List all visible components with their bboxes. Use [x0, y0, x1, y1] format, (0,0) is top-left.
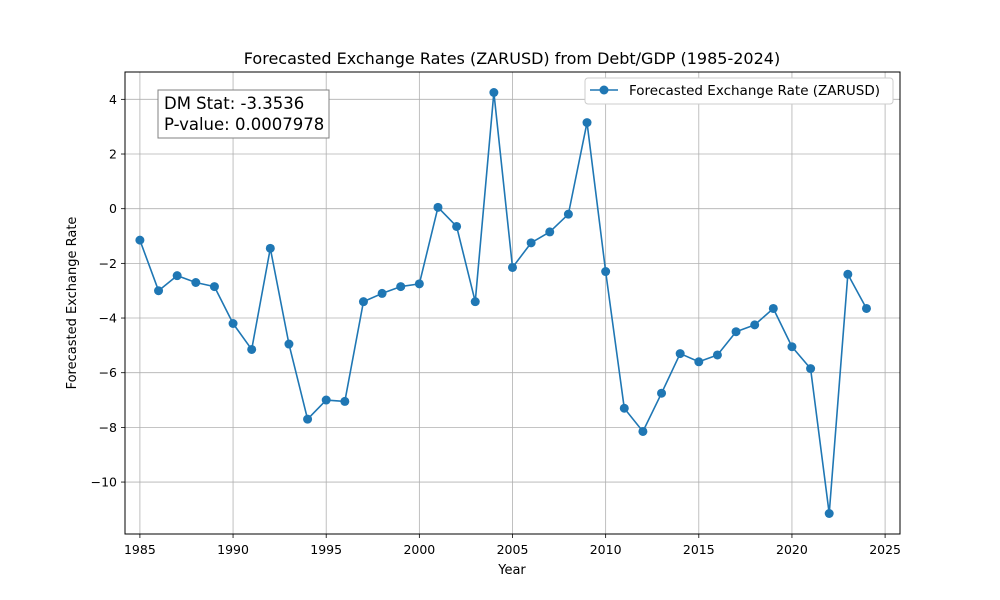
data-point-2017 [731, 327, 741, 337]
data-point-1997 [358, 297, 368, 307]
x-tick-label: 2005 [497, 542, 529, 557]
data-point-2016 [712, 350, 722, 360]
data-point-2002 [452, 221, 462, 231]
data-point-1989 [209, 282, 219, 292]
data-point-1999 [396, 282, 406, 292]
x-tick-label: 2025 [869, 542, 901, 557]
data-point-2018 [750, 320, 760, 330]
y-tick-label: 2 [109, 147, 117, 162]
y-tick-label: −4 [99, 311, 117, 326]
data-point-2003 [470, 297, 480, 307]
data-point-1986 [154, 286, 164, 296]
x-tick-label: 1985 [124, 542, 156, 557]
dm-stat-text: DM Stat: -3.3536 [164, 94, 304, 113]
x-tick-label: 2000 [403, 542, 435, 557]
data-point-2020 [787, 342, 797, 352]
data-point-2011 [619, 403, 629, 413]
data-point-2022 [824, 508, 834, 518]
data-point-2013 [657, 388, 667, 398]
x-tick-label: 2015 [683, 542, 715, 557]
data-point-1995 [321, 395, 331, 405]
data-point-1996 [340, 396, 350, 406]
y-tick-label: −10 [91, 475, 117, 490]
data-point-1990 [228, 319, 238, 329]
x-tick-label: 2020 [776, 542, 808, 557]
series-line [139, 91, 868, 515]
data-point-1988 [191, 277, 201, 287]
data-point-2008 [563, 209, 573, 219]
x-tick-label: 2010 [590, 542, 622, 557]
legend-entry-label: Forecasted Exchange Rate (ZARUSD) [629, 83, 880, 99]
data-point-1992 [265, 243, 275, 253]
legend-frame [584, 77, 894, 105]
data-point-2014 [675, 349, 685, 359]
data-point-2015 [694, 357, 704, 367]
data-point-2007 [545, 227, 555, 237]
x-axis-label: Year [497, 563, 526, 578]
data-point-2023 [843, 269, 853, 279]
data-point-2004 [489, 88, 499, 98]
data-point-1993 [284, 339, 294, 349]
x-tick-label: 1995 [310, 542, 342, 557]
series-layer [135, 88, 871, 518]
y-tick-label: 4 [109, 92, 117, 107]
data-point-1994 [303, 414, 313, 424]
data-point-2000 [414, 279, 424, 289]
data-point-2009 [582, 118, 592, 128]
stats-annotation-box: DM Stat: -3.3536 P-value: 0.0007978 [157, 89, 330, 139]
data-point-2001 [433, 202, 443, 212]
data-point-2019 [768, 303, 778, 313]
x-tick-label: 1990 [217, 542, 249, 557]
y-tick-label: −2 [99, 256, 117, 271]
y-tick-label: 0 [109, 201, 117, 216]
data-point-1985 [135, 235, 145, 245]
data-point-1987 [172, 271, 182, 281]
data-point-2012 [638, 426, 648, 436]
data-point-2021 [806, 364, 816, 374]
data-point-1998 [377, 288, 387, 298]
y-tick-label: −6 [99, 365, 117, 380]
legend-marker-swatch [599, 85, 609, 95]
axis-ticks: 1985 1990 1995 2000 2005 2010 2015 2020 2025 4 2 0 −… [91, 92, 901, 557]
data-point-2005 [508, 262, 517, 272]
data-point-1991 [247, 344, 257, 354]
data-point-2006 [526, 238, 536, 248]
y-tick-label: −8 [99, 420, 117, 435]
data-point-2010 [601, 267, 611, 277]
chart-title: Forecasted Exchange Rates (ZARUSD) from … [244, 49, 780, 68]
y-axis-label: Forecasted Exchange Rate [65, 217, 80, 390]
p-value-text: P-value: 0.0007978 [164, 115, 324, 134]
legend: Forecasted Exchange Rate (ZARUSD) [584, 77, 894, 105]
data-point-2024 [861, 303, 871, 313]
